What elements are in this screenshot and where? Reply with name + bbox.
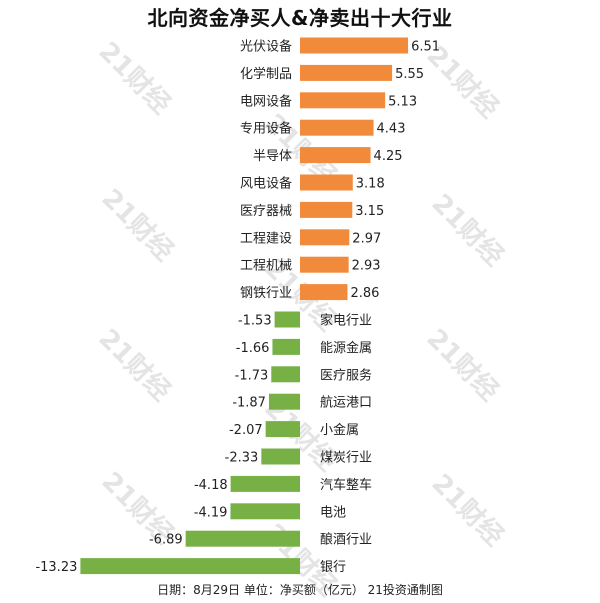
bar-专用设备 xyxy=(300,119,374,136)
value-label: -1.66 xyxy=(236,341,270,356)
category-label: 电池 xyxy=(320,505,346,520)
value-label: -1.53 xyxy=(238,314,272,329)
bar-电池 xyxy=(230,503,300,520)
value-label: -2.07 xyxy=(229,423,263,438)
bar-工程建设 xyxy=(300,229,350,246)
value-label: -1.87 xyxy=(232,396,266,411)
value-label: 2.93 xyxy=(352,259,381,274)
bar-汽车整车 xyxy=(230,475,300,492)
category-label: 汽车整车 xyxy=(320,477,372,493)
category-label: 家电行业 xyxy=(320,313,372,329)
value-label: 2.97 xyxy=(352,231,381,246)
category-label: 光伏设备 xyxy=(240,39,292,55)
bar-电网设备 xyxy=(300,92,386,109)
value-label: -4.18 xyxy=(194,478,228,493)
value-label: 3.18 xyxy=(356,177,385,192)
category-label: 工程建设 xyxy=(240,231,292,246)
bar-小金属 xyxy=(265,421,300,438)
bar-工程机械 xyxy=(300,256,349,273)
bar-光伏设备 xyxy=(300,37,409,54)
category-label: 工程机械 xyxy=(240,259,292,274)
category-label: 电网设备 xyxy=(240,93,292,109)
category-label: 煤炭行业 xyxy=(320,451,372,466)
bar-半导体 xyxy=(300,147,371,164)
category-label: 航运港口 xyxy=(320,395,372,411)
category-label: 能源金属 xyxy=(320,340,372,356)
category-label: 风电设备 xyxy=(240,176,292,192)
value-label: -6.89 xyxy=(149,533,183,548)
bar-家电行业 xyxy=(274,311,300,328)
bar-酿酒行业 xyxy=(185,530,300,547)
bar-航运港口 xyxy=(268,393,300,410)
value-label: 4.25 xyxy=(374,149,403,164)
category-label: 小金属 xyxy=(320,422,359,438)
category-label: 半导体 xyxy=(253,149,292,164)
category-label: 专用设备 xyxy=(240,121,292,137)
chart-footer: 日期：8月29日 单位：净买额（亿元） 21投资通制图 xyxy=(157,583,443,597)
chart-title: 北向资金净买人&净卖出十大行业 xyxy=(147,6,453,30)
bar-钢铁行业 xyxy=(300,284,348,301)
value-label: 3.15 xyxy=(355,204,384,219)
bar-医疗服务 xyxy=(271,366,300,383)
category-label: 化学制品 xyxy=(240,66,292,82)
bar-风电设备 xyxy=(300,174,353,191)
value-label: -1.73 xyxy=(235,368,269,383)
value-label: 2.86 xyxy=(350,286,379,301)
category-label: 酿酒行业 xyxy=(320,532,372,548)
value-label: 4.43 xyxy=(377,122,406,137)
category-label: 医疗器械 xyxy=(240,204,292,219)
value-label: 6.51 xyxy=(411,40,440,55)
bar-能源金属 xyxy=(272,338,300,355)
category-label: 钢铁行业 xyxy=(240,286,292,301)
value-label: -13.23 xyxy=(35,560,77,575)
bar-银行 xyxy=(80,558,301,575)
bar-煤炭行业 xyxy=(261,448,300,465)
value-label: -4.19 xyxy=(194,505,228,520)
bar-医疗器械 xyxy=(300,201,353,218)
bar-化学制品 xyxy=(300,64,393,81)
category-label: 银行 xyxy=(320,560,346,575)
value-label: 5.55 xyxy=(395,67,424,82)
category-label: 医疗服务 xyxy=(320,367,372,383)
value-label: -2.33 xyxy=(225,451,259,466)
value-label: 5.13 xyxy=(388,94,417,109)
